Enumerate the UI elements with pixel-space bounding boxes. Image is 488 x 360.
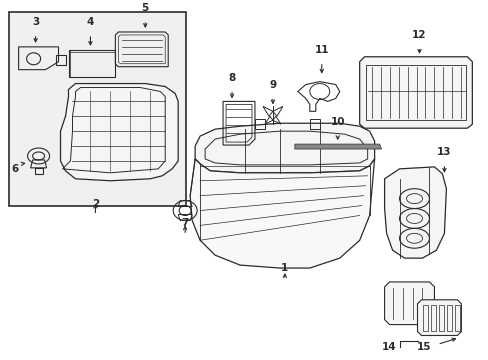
Text: 5: 5 (142, 3, 149, 13)
Text: 1: 1 (281, 263, 288, 273)
Polygon shape (195, 123, 374, 173)
Polygon shape (61, 84, 178, 181)
Text: 11: 11 (314, 45, 328, 55)
Text: 8: 8 (228, 73, 235, 82)
Text: 15: 15 (416, 342, 431, 352)
Polygon shape (359, 57, 471, 128)
Polygon shape (190, 159, 374, 268)
Text: 14: 14 (382, 342, 396, 352)
Text: 7: 7 (181, 219, 188, 228)
Text: 4: 4 (86, 17, 94, 27)
Text: 12: 12 (411, 30, 426, 40)
Bar (9, 12, 186, 206)
Polygon shape (417, 300, 461, 336)
Text: 2: 2 (92, 198, 99, 208)
Text: 9: 9 (269, 80, 276, 90)
Text: 3: 3 (32, 17, 39, 27)
Text: 13: 13 (436, 147, 451, 157)
Polygon shape (384, 282, 433, 325)
Polygon shape (384, 167, 446, 258)
Text: 10: 10 (330, 117, 344, 127)
Polygon shape (294, 144, 381, 149)
Text: 6: 6 (11, 164, 19, 174)
